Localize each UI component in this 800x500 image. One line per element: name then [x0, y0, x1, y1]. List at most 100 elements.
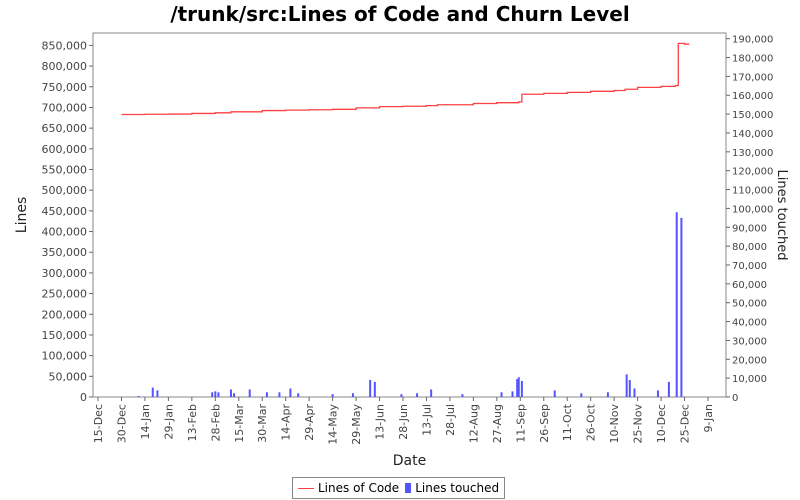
x-tick-label: 30-Mar [256, 404, 269, 443]
loc-line [121, 42, 690, 116]
y2-tick-label: 0 [732, 393, 738, 404]
y-tick-label: 50,000 [49, 370, 88, 383]
legend: Lines of Code Lines touched [292, 477, 506, 499]
y-axis-label: Lines [14, 197, 30, 233]
legend-label-loc: Lines of Code [318, 481, 400, 495]
y-tick-label: 500,000 [42, 184, 88, 197]
legend-label-touched: Lines touched [415, 481, 500, 495]
legend-item-touched: Lines touched [405, 481, 499, 495]
y2-tick-label: 80,000 [732, 242, 767, 253]
x-tick-label: 29-Jan [162, 404, 175, 440]
x-tick-label: 30-Dec [115, 404, 128, 443]
churn-bar [675, 212, 678, 397]
x-tick-label: 26-Sep [538, 404, 551, 443]
y-tick-label: 450,000 [42, 205, 88, 218]
churn-bar [633, 388, 636, 397]
y2-tick-label: 10,000 [732, 374, 767, 385]
y-tick-label: 400,000 [42, 226, 88, 239]
x-tick-label: 25-Nov [632, 404, 645, 444]
y-tick-label: 0 [80, 391, 87, 404]
churn-bar [278, 392, 281, 397]
churn-bar [156, 390, 159, 397]
y-tick-label: 200,000 [42, 308, 88, 321]
churn-bar [625, 374, 628, 397]
churn-bar [351, 393, 354, 397]
x-tick-label: 9-Jan [702, 404, 715, 433]
churn-bar [211, 392, 214, 397]
churn-bar [214, 391, 217, 397]
x-tick-label: 10-Dec [655, 404, 668, 443]
y2-tick-label: 60,000 [732, 280, 767, 291]
x-tick-label: 28-Jun [397, 404, 410, 440]
x-tick-label: 25-Dec [679, 404, 692, 443]
y-tick-label: 700,000 [42, 101, 88, 114]
x-tick-label: 15-Dec [92, 404, 105, 443]
x-tick-label: 13-Jul [420, 404, 433, 436]
churn-bar [656, 390, 659, 397]
x-tick-label: 28-Jul [444, 404, 457, 436]
x-tick-label: 14-May [327, 404, 340, 445]
x-tick-label: 29-Apr [303, 404, 316, 441]
y-tick-label: 250,000 [42, 288, 88, 301]
churn-bar [331, 394, 334, 397]
y2-axis-label: Lines touched [774, 170, 789, 261]
churn-bar [511, 391, 514, 397]
churn-bar [606, 392, 609, 397]
y-tick-label: 350,000 [42, 246, 88, 259]
y-tick-label: 600,000 [42, 143, 88, 156]
churn-bar [520, 380, 523, 397]
y2-tick-label: 130,000 [732, 148, 773, 159]
churn-bar [137, 396, 140, 397]
y-tick-label: 800,000 [42, 60, 88, 73]
churn-bar [229, 389, 232, 397]
legend-bar-swatch [405, 483, 412, 493]
x-tick-label: 12-Aug [467, 404, 480, 443]
y2-tick-label: 100,000 [732, 204, 773, 215]
churn-bar [500, 392, 503, 397]
y-tick-label: 850,000 [42, 39, 88, 52]
y2-tick-label: 170,000 [732, 72, 773, 83]
y2-tick-label: 180,000 [732, 54, 773, 65]
x-tick-label: 11-Sep [514, 404, 527, 443]
churn-bar [628, 380, 631, 397]
churn-bar [289, 388, 292, 397]
y2-tick-label: 20,000 [732, 355, 767, 366]
chart-title: /trunk/src:Lines of Code and Churn Level [170, 2, 630, 26]
x-tick-label: 26-Oct [585, 403, 598, 441]
y-tick-label: 150,000 [42, 329, 88, 342]
churn-bar [400, 394, 403, 397]
churn-bar [517, 377, 520, 397]
x-tick-label: 11-Oct [561, 403, 574, 441]
legend-item-loc: Lines of Code [298, 481, 399, 495]
churn-bar [416, 393, 419, 397]
churn-bar [680, 217, 683, 397]
y2-tick-label: 70,000 [732, 261, 767, 272]
x-tick-label: 27-Aug [491, 404, 504, 443]
y2-tick-label: 150,000 [732, 110, 773, 121]
plot-area [92, 32, 727, 398]
churn-bar [217, 392, 220, 397]
y2-tick-label: 90,000 [732, 223, 767, 234]
y2-tick-label: 190,000 [732, 35, 773, 46]
y-tick-label: 100,000 [42, 350, 88, 363]
churn-bar [580, 393, 583, 397]
churn-bar [151, 387, 154, 397]
x-tick-label: 14-Jan [139, 404, 152, 440]
y-tick-label: 300,000 [42, 267, 88, 280]
x-tick-label: 13-Feb [186, 404, 199, 441]
churn-bar [373, 381, 376, 397]
y2-tick-label: 160,000 [732, 91, 773, 102]
churn-bar [430, 389, 433, 397]
x-tick-label: 28-Feb [209, 404, 222, 441]
churn-bar [265, 392, 268, 397]
y2-tick-label: 140,000 [732, 129, 773, 140]
y-tick-label: 550,000 [42, 164, 88, 177]
x-tick-label: 29-May [350, 404, 363, 445]
y2-tick-label: 40,000 [732, 318, 767, 329]
x-tick-label: 15-Mar [233, 404, 246, 443]
y2-tick-label: 110,000 [732, 186, 773, 197]
legend-line-swatch [298, 487, 314, 489]
churn-bar [297, 393, 300, 397]
churn-bar [667, 381, 670, 397]
x-tick-label: 14-Apr [280, 404, 293, 441]
